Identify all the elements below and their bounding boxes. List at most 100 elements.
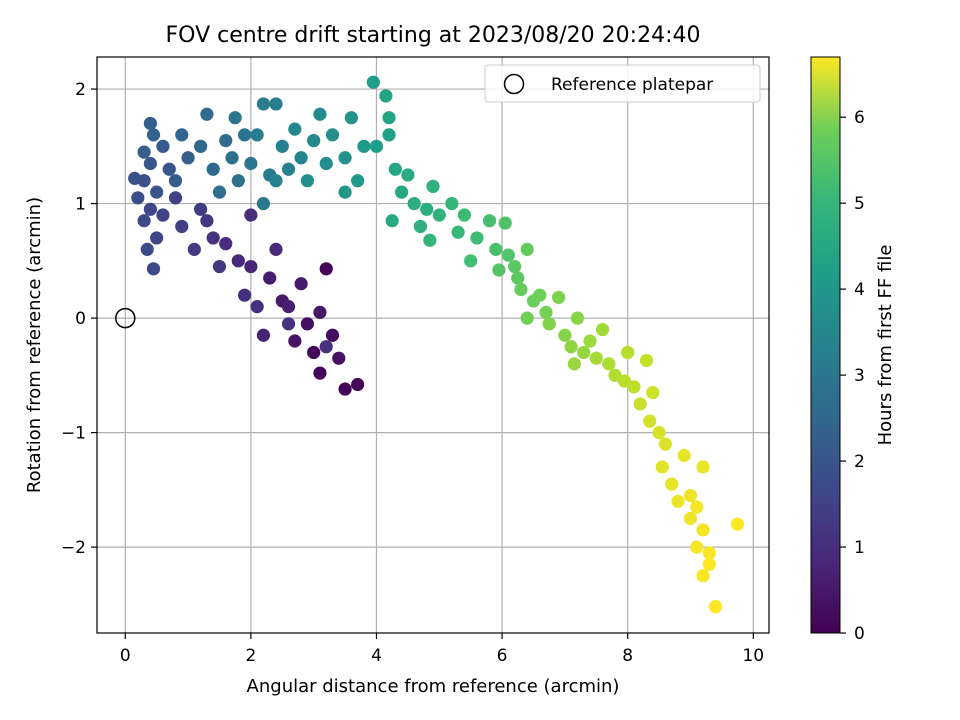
- data-point: [263, 271, 277, 285]
- data-point: [344, 111, 358, 125]
- x-tick-label: 6: [497, 646, 508, 666]
- data-point: [300, 317, 314, 331]
- y-tick-label: 0: [75, 309, 86, 329]
- data-point: [451, 225, 465, 239]
- data-point: [385, 214, 399, 228]
- data-point: [426, 179, 440, 193]
- data-point: [313, 107, 327, 121]
- data-point: [482, 214, 497, 228]
- x-axis-label: Angular distance from reference (arcmin): [247, 676, 620, 697]
- legend: Reference platepar: [484, 64, 761, 103]
- x-tick-label: 2: [245, 646, 256, 666]
- data-point: [401, 168, 415, 182]
- data-point: [319, 156, 333, 171]
- data-point: [464, 254, 478, 268]
- data-point: [514, 282, 528, 297]
- data-point: [709, 600, 723, 614]
- data-point: [677, 448, 691, 463]
- data-point: [357, 139, 371, 153]
- data-point: [702, 557, 716, 571]
- y-tick-label: 2: [75, 80, 86, 100]
- data-point: [319, 262, 333, 276]
- data-point: [150, 185, 164, 199]
- x-tick-label: 8: [622, 646, 633, 666]
- data-point: [690, 540, 704, 554]
- data-point: [730, 517, 745, 531]
- data-point: [665, 477, 679, 491]
- data-point: [690, 500, 704, 514]
- data-point: [520, 242, 534, 256]
- data-point: [187, 242, 201, 256]
- data-point: [702, 546, 716, 560]
- colorbar-tick-label: 1: [854, 538, 865, 558]
- data-point: [275, 139, 289, 153]
- data-point: [200, 214, 214, 228]
- data-point: [281, 300, 296, 314]
- data-point: [219, 237, 233, 251]
- plot-frame: [96, 56, 770, 634]
- legend-box: [484, 64, 761, 103]
- data-point: [696, 569, 710, 583]
- data-point: [567, 357, 581, 371]
- data-point: [577, 345, 591, 360]
- data-point: [250, 128, 264, 142]
- data-point: [281, 317, 296, 331]
- data-point: [533, 288, 547, 302]
- data-point: [128, 171, 142, 185]
- data-point: [589, 351, 603, 365]
- data-point: [602, 357, 616, 371]
- data-point: [351, 174, 365, 188]
- reference-marker-layer: [115, 307, 136, 329]
- y-tick-label: −2: [61, 538, 86, 558]
- data-point: [131, 191, 145, 205]
- y-tick-label: −1: [61, 424, 86, 444]
- data-point: [313, 366, 327, 380]
- data-point: [413, 219, 428, 234]
- colorbar-gradient: [810, 56, 841, 634]
- data-point: [137, 145, 151, 159]
- data-point: [200, 107, 214, 121]
- colorbar-ticks: 0 1 2 3 4 5 6: [840, 108, 865, 644]
- data-point: [256, 196, 271, 211]
- data-point: [683, 511, 698, 526]
- scatter-points: [128, 75, 745, 614]
- legend-label: Reference platepar: [551, 75, 713, 95]
- data-point: [394, 185, 409, 199]
- data-point: [423, 233, 437, 247]
- data-point: [307, 133, 321, 148]
- colorbar-tick-label: 0: [854, 624, 865, 644]
- data-point: [156, 139, 170, 153]
- data-point: [194, 139, 208, 153]
- data-point: [332, 351, 346, 365]
- data-point: [382, 111, 396, 125]
- data-point: [369, 139, 384, 153]
- data-point: [175, 128, 189, 142]
- data-point: [696, 523, 710, 537]
- data-point: [281, 162, 296, 176]
- data-point: [325, 328, 340, 342]
- data-point: [325, 128, 340, 142]
- data-point: [300, 174, 314, 188]
- data-point: [696, 460, 710, 474]
- data-point: [206, 162, 220, 176]
- data-point: [501, 248, 515, 262]
- data-point: [595, 322, 610, 337]
- data-point: [269, 242, 283, 256]
- data-point: [639, 353, 654, 368]
- data-point: [498, 216, 512, 230]
- data-point: [225, 151, 239, 165]
- x-axis-ticks: 0 2 4 6 8 10: [120, 633, 764, 666]
- data-point: [307, 345, 321, 360]
- data-point: [168, 191, 183, 205]
- data-point: [150, 231, 164, 245]
- data-point: [382, 128, 396, 142]
- y-axis-ticks: −2 −1 0 1 2: [61, 80, 97, 558]
- data-point: [237, 128, 252, 142]
- data-point: [379, 89, 393, 103]
- data-point: [621, 345, 635, 360]
- data-point: [250, 300, 264, 314]
- data-point: [244, 259, 258, 274]
- data-point: [256, 97, 271, 111]
- x-tick-label: 0: [120, 646, 131, 666]
- data-point: [288, 334, 302, 348]
